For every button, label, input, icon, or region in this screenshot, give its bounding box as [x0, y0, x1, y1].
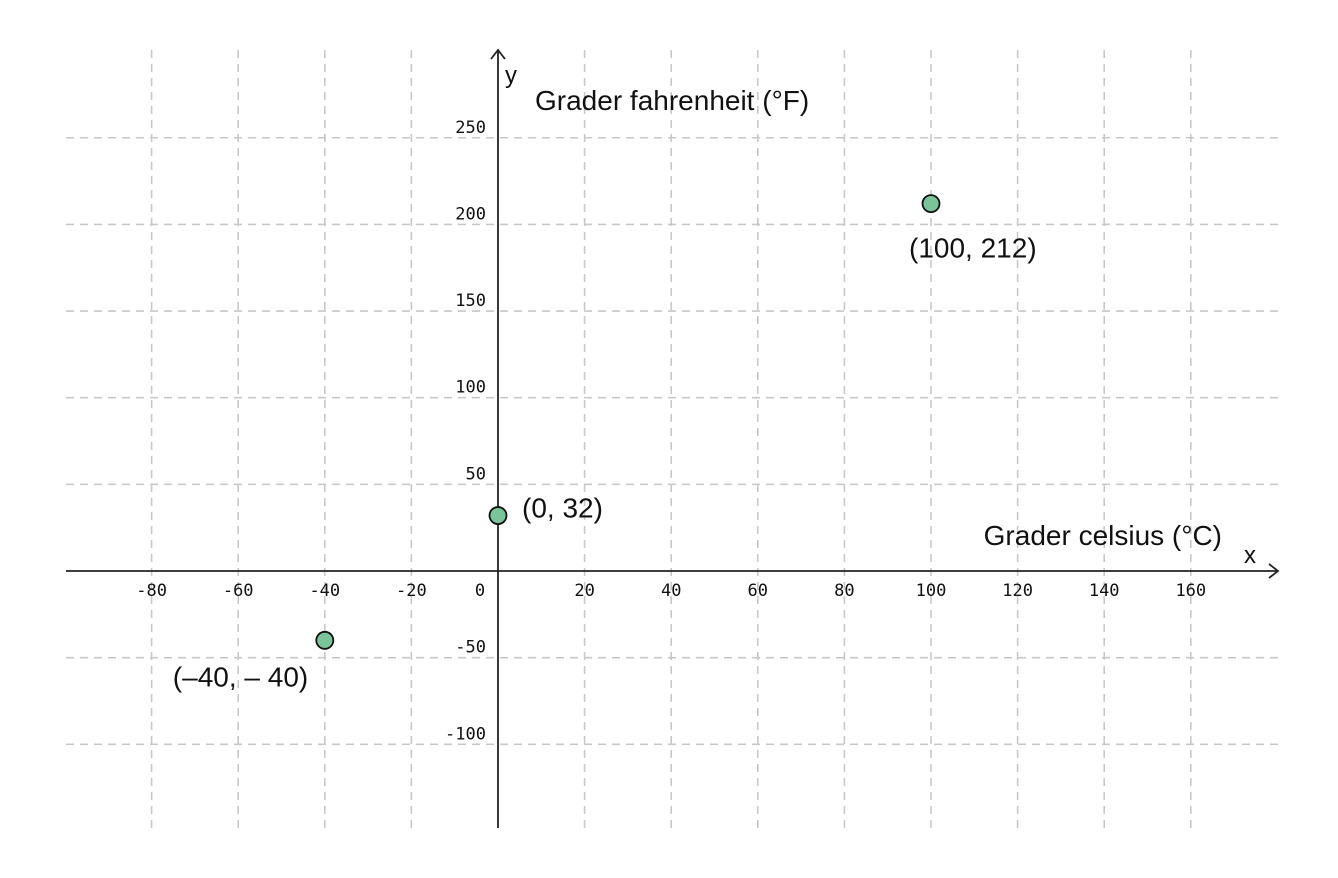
data-points: (–40, – 40) (0, 32) (100, 212)	[173, 194, 1037, 692]
y-axis-letter: y	[505, 62, 517, 89]
y-tick-label: 250	[455, 118, 486, 138]
x-tick-label: 0	[475, 581, 485, 601]
x-tick-label: -80	[136, 581, 167, 601]
x-tick-label: -40	[309, 581, 340, 601]
y-axis-arrow	[490, 48, 506, 60]
x-tick-label: 20	[574, 581, 594, 601]
data-point-label: (–40, – 40)	[173, 661, 308, 692]
y-axis-title: Grader fahrenheit (°F)	[535, 85, 809, 116]
x-tick-labels: -80 -60 -40 -20 0 20 40 60 80 100 120 140 160	[136, 581, 1206, 601]
y-tick-label: 50	[466, 464, 486, 484]
x-tick-label: 80	[834, 581, 854, 601]
data-point[interactable]	[315, 630, 335, 650]
data-point[interactable]	[488, 506, 508, 525]
x-tick-label: -60	[223, 581, 254, 601]
y-tick-label: 100	[455, 378, 486, 398]
x-tick-label: 100	[916, 581, 947, 601]
axes	[66, 48, 1280, 828]
y-tick-label: 200	[455, 204, 486, 224]
x-tick-label: 60	[748, 581, 768, 601]
y-tick-labels: -100 -50 50 100 150 200 250	[445, 118, 486, 745]
x-tick-label: 120	[1002, 581, 1033, 601]
x-tick-label: 140	[1089, 581, 1120, 601]
x-axis-title: Grader celsius (°C)	[984, 520, 1222, 551]
y-tick-label: -100	[445, 724, 486, 744]
x-axis-letter: x	[1244, 542, 1256, 569]
x-tick-label: 40	[661, 581, 681, 601]
data-point-label: (100, 212)	[909, 233, 1037, 264]
y-tick-label: -50	[455, 638, 486, 658]
y-tick-label: 150	[455, 291, 486, 311]
x-tick-label: -20	[396, 581, 427, 601]
x-axis-arrow	[1268, 563, 1280, 579]
data-point-label: (0, 32)	[522, 493, 603, 524]
x-tick-label: 160	[1175, 581, 1206, 601]
data-point[interactable]	[921, 194, 941, 214]
grid	[66, 50, 1278, 828]
